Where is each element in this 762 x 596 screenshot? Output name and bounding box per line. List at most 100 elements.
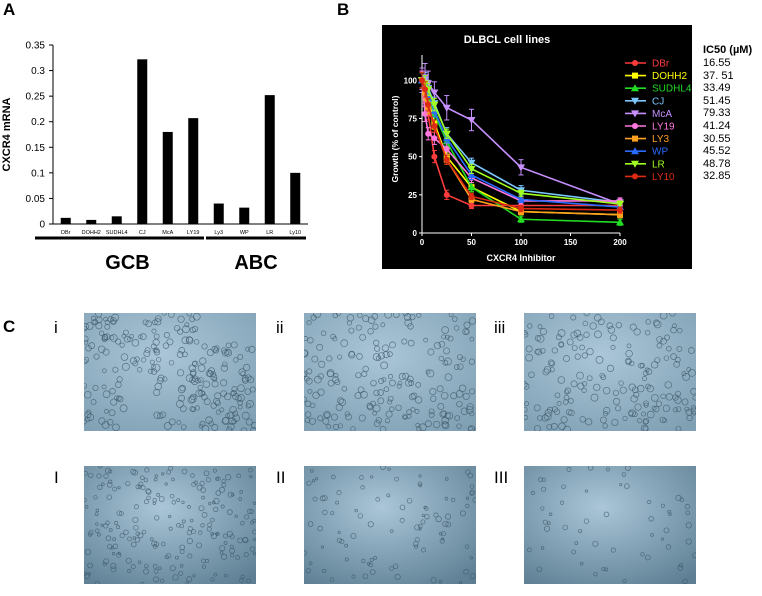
micrograph-background <box>84 313 256 431</box>
ic50-value-cj: 51.45 <box>703 94 731 107</box>
ic50-value-wp: 45.52 <box>703 145 731 158</box>
y-axis-label: Growth (% of control) <box>390 95 400 182</box>
y-tick-label: 50 <box>408 153 417 162</box>
group-label-abc: ABC <box>234 252 277 274</box>
legend-label-ly19: LY19 <box>652 122 675 133</box>
point-ly10 <box>518 205 524 212</box>
ic50-value-ly19: 41.24 <box>703 120 731 132</box>
cell-cluster <box>304 313 476 431</box>
micrograph-label-III: III <box>494 468 509 487</box>
x-tick-label: SUDHL4 <box>106 230 128 236</box>
cell-cluster <box>84 466 256 584</box>
group-label-gcb: GCB <box>105 252 149 274</box>
ic50-value-lr: 48.78 <box>703 157 731 170</box>
point-lr <box>442 130 451 138</box>
bar-ly10 <box>290 172 301 224</box>
bar-dbr <box>60 217 71 224</box>
legend-marker-ly3 <box>632 135 638 142</box>
micrograph-ii <box>304 313 476 431</box>
point-mca <box>517 164 525 172</box>
ic50-value-ly10: 32.85 <box>703 170 731 183</box>
point-lr <box>467 165 476 173</box>
legend-marker-wp <box>631 147 639 155</box>
legend-label-mca: McA <box>652 109 672 120</box>
y-tick-label: 0.3 <box>31 66 45 77</box>
panel-label-b: B <box>337 0 350 19</box>
point-lr <box>616 200 624 208</box>
x-tick-label: Ly3 <box>214 230 223 236</box>
x-tick-label: Ly10 <box>289 230 301 236</box>
legend-marker-dohh2 <box>632 72 638 79</box>
x-tick-label: McA <box>162 230 173 236</box>
legend-label-dbr: DBr <box>652 59 670 70</box>
legend-label-cj: CJ <box>652 96 664 107</box>
ic50-header: IC50 (µM) <box>703 44 753 56</box>
y-tick-label: 0.1 <box>31 168 45 179</box>
point-ly10 <box>468 193 475 200</box>
micrograph-label-iii: iii <box>494 318 506 337</box>
point-sudhl4 <box>616 218 624 226</box>
point-sudhl4 <box>467 183 476 191</box>
point-lr <box>430 101 439 109</box>
y-tick-label: 100 <box>404 76 418 85</box>
point-ly3 <box>617 211 623 218</box>
ic50-value-dbr: 16.55 <box>703 57 731 69</box>
ic50-value-dohh2: 37. 51 <box>703 69 734 82</box>
y-tick-label: 0.25 <box>26 92 46 103</box>
micrograph-II <box>304 466 476 584</box>
x-tick-label: LY19 <box>187 230 199 236</box>
point-ly10 <box>617 207 623 214</box>
point-mca <box>430 89 439 97</box>
bar-dohh2 <box>86 219 97 224</box>
bar-sudhl4 <box>111 216 122 224</box>
y-tick-label: 0.05 <box>26 194 46 205</box>
legend-marker-ly19 <box>632 123 638 129</box>
legend-label-wp: WP <box>652 147 668 158</box>
point-dbr <box>431 153 438 160</box>
x-tick-label: CJ <box>139 230 146 236</box>
legend-label-dohh2: DOHH2 <box>652 71 687 82</box>
point-lr <box>517 190 525 198</box>
y-axis-label: CXCR4 mRNA <box>1 97 13 171</box>
micrograph-label-I: I <box>54 468 59 487</box>
cell-cluster <box>84 313 256 431</box>
ic50-value-ly3: 30.55 <box>703 132 731 145</box>
y-tick-label: 0.35 <box>26 41 46 52</box>
point-ly10 <box>422 86 429 93</box>
cell-cluster <box>524 313 696 431</box>
x-tick-label: 100 <box>514 238 528 247</box>
x-tick-label: 150 <box>564 238 578 247</box>
x-tick-label: DBr <box>61 230 71 236</box>
chart-background <box>382 25 692 269</box>
panel-label-c: C <box>3 317 16 336</box>
x-tick-label: 50 <box>467 238 476 247</box>
cell-cluster <box>527 466 696 584</box>
point-mca <box>442 104 451 112</box>
legend-label-sudhl4: SUDHL4 <box>652 84 692 95</box>
panel-label-a: A <box>3 0 16 19</box>
micrograph-label-ii: ii <box>276 318 284 337</box>
cell-cluster <box>304 466 476 584</box>
x-tick-label: LR <box>266 230 273 236</box>
point-dbr <box>443 191 450 198</box>
y-tick-label: 0.15 <box>26 143 46 154</box>
y-tick-label: 25 <box>408 191 417 200</box>
micrograph-I <box>84 466 256 584</box>
micrograph-background <box>304 466 476 584</box>
legend-marker-ly10 <box>632 173 638 180</box>
micrograph-iii <box>524 313 696 431</box>
y-tick-label: 75 <box>408 114 417 123</box>
micrograph-background <box>524 466 696 584</box>
line-chart-dlbcl-growth: DLBCL cell lines 0 25 50 75 100 0 50 100 150 200 CX… <box>382 25 692 269</box>
point-ly10 <box>425 101 432 108</box>
legend-marker-lr <box>631 160 639 168</box>
x-tick-label: DOHH2 <box>82 230 101 236</box>
bar-lr <box>264 95 275 225</box>
point-ly10 <box>431 123 438 130</box>
bar-cj <box>137 59 148 224</box>
legend-marker-sudhl4 <box>631 84 639 92</box>
point-ly10 <box>419 77 425 84</box>
legend-marker-dbr <box>632 60 638 66</box>
bar-mca <box>162 131 173 224</box>
y-tick-label: 0 <box>39 220 45 231</box>
